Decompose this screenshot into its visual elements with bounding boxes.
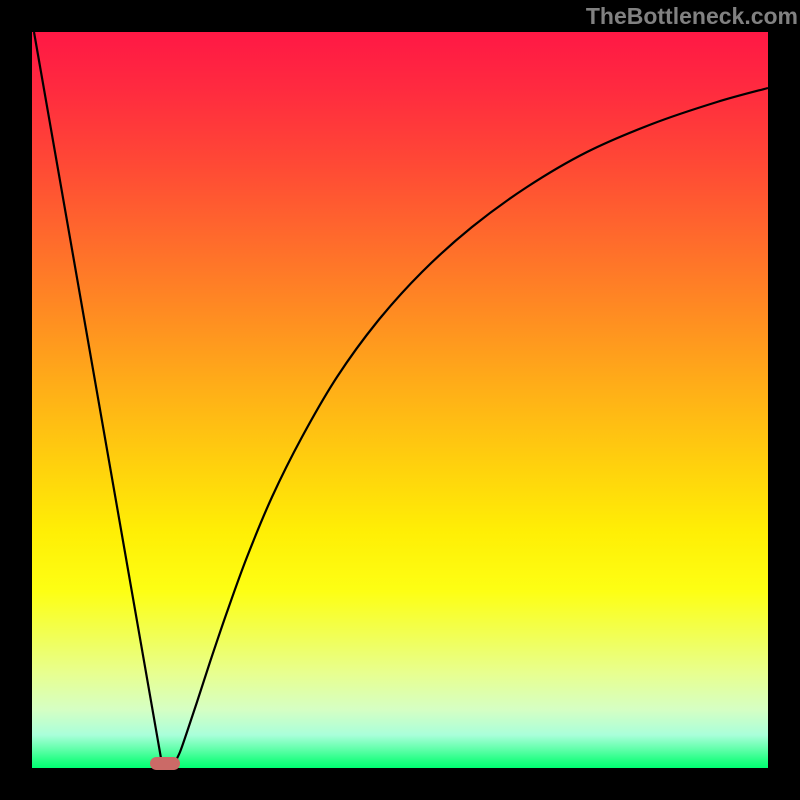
plot-area <box>32 32 768 768</box>
optimum-marker <box>150 757 180 770</box>
bottleneck-curve <box>32 32 768 768</box>
curve-right-segment <box>174 88 768 764</box>
watermark-text: TheBottleneck.com <box>586 3 798 30</box>
curve-left-segment <box>34 32 162 764</box>
chart-container: TheBottleneck.com <box>0 0 800 800</box>
